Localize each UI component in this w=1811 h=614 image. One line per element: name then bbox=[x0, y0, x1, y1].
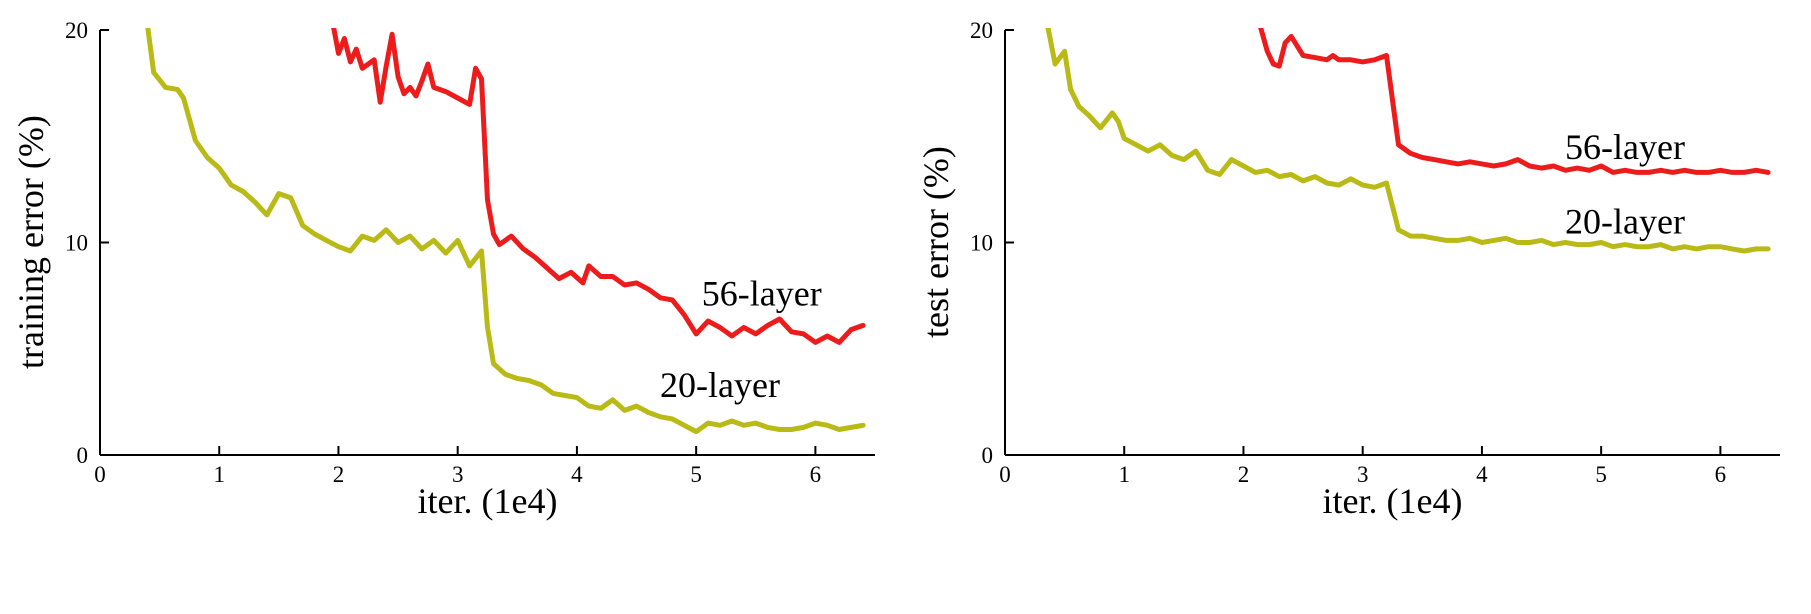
56-layer-label: 56-layer bbox=[1565, 127, 1685, 167]
x-tick-label: 2 bbox=[333, 462, 345, 487]
y-tick-label: 20 bbox=[65, 18, 88, 43]
x-tick-label: 5 bbox=[690, 462, 702, 487]
training-error-y-axis-label: training error (%) bbox=[11, 115, 51, 370]
x-tick-label: 6 bbox=[1715, 462, 1727, 487]
x-tick-label: 0 bbox=[94, 462, 106, 487]
test-error-plot: 0 1 2 3 4 5 6 0 10 20 56-layer 20-layer bbox=[970, 18, 1780, 487]
training-error-panel: 0 1 2 3 4 5 6 0 10 20 56-layer 20-layer training er… bbox=[0, 0, 905, 614]
y-tick-label: 10 bbox=[970, 231, 993, 256]
x-tick-label: 4 bbox=[571, 462, 583, 487]
x-tick-label: 1 bbox=[1118, 462, 1130, 487]
y-tick-label: 0 bbox=[982, 443, 994, 468]
56-layer-label: 56-layer bbox=[702, 274, 822, 314]
training-error-plot: 0 1 2 3 4 5 6 0 10 20 56-layer 20-layer bbox=[65, 18, 875, 487]
y-tick-label: 10 bbox=[65, 231, 88, 256]
x-tick-label: 4 bbox=[1476, 462, 1488, 487]
y-tick-label: 20 bbox=[970, 18, 993, 43]
x-tick-label: 5 bbox=[1595, 462, 1607, 487]
x-tick-label: 0 bbox=[999, 462, 1011, 487]
training-error-x-axis-label: iter. (1e4) bbox=[417, 481, 558, 521]
x-tick-label: 3 bbox=[452, 462, 464, 487]
y-tick-label: 0 bbox=[77, 443, 89, 468]
test-error-y-axis-label: test error (%) bbox=[916, 146, 956, 339]
20-layer-label: 20-layer bbox=[1565, 201, 1685, 241]
56-layer-line bbox=[1258, 28, 1771, 175]
x-tick-label: 2 bbox=[1238, 462, 1250, 487]
20-layer-line bbox=[145, 28, 866, 435]
test-error-x-axis-label: iter. (1e4) bbox=[1322, 481, 1463, 521]
x-tick-label: 6 bbox=[810, 462, 822, 487]
56-layer-line bbox=[331, 28, 866, 345]
test-error-panel: 0 1 2 3 4 5 6 0 10 20 56-layer 20-layer test error … bbox=[905, 0, 1810, 614]
20-layer-line bbox=[1045, 28, 1771, 254]
20-layer-label: 20-layer bbox=[660, 365, 780, 405]
x-tick-label: 1 bbox=[213, 462, 225, 487]
x-tick-label: 3 bbox=[1357, 462, 1369, 487]
